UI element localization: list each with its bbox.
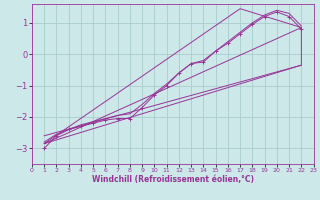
- X-axis label: Windchill (Refroidissement éolien,°C): Windchill (Refroidissement éolien,°C): [92, 175, 254, 184]
